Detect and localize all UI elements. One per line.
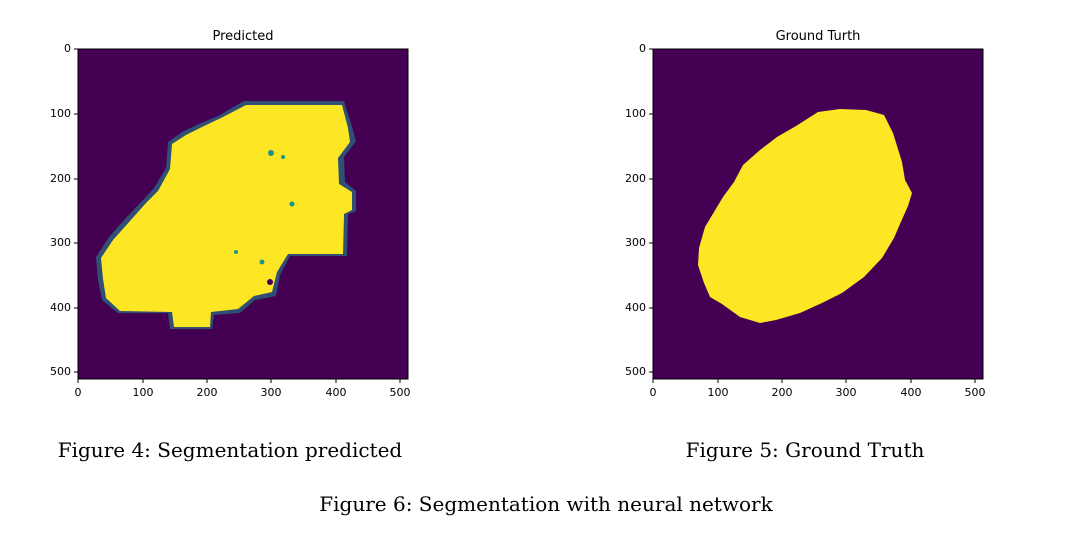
predicted-x-tick-label: 0	[74, 386, 82, 399]
predicted-x-tick-label: 400	[325, 386, 347, 399]
predicted-x-tick-label: 300	[260, 386, 282, 399]
predicted-y-tick-label: 200	[50, 172, 71, 185]
predicted-y-tick-marks	[74, 48, 78, 373]
predicted-mask	[101, 105, 352, 327]
predicted-speck	[267, 279, 273, 285]
predicted-figure-caption: Figure 4: Segmentation predicted	[57, 438, 403, 462]
predicted-speck	[268, 150, 274, 156]
ground-truth-y-tick-marks	[649, 48, 653, 373]
ground-truth-x-tick-label: 400	[900, 386, 922, 399]
ground-truth-y-tick-label: 200	[625, 172, 646, 185]
ground-truth-x-tick-marks	[652, 379, 976, 383]
predicted-axes-frame	[77, 48, 409, 380]
ground-truth-y-tick-label: 400	[625, 301, 646, 314]
predicted-plot-title: Predicted	[212, 29, 274, 44]
predicted-y-tick-label: 100	[50, 107, 71, 120]
main-figure-caption: Figure 6: Segmentation with neural netwo…	[319, 492, 773, 516]
ground-truth-figure-caption: Figure 5: Ground Truth	[685, 438, 925, 462]
predicted-speck	[259, 259, 265, 265]
ground-truth-x-tick-label: 100	[707, 386, 729, 399]
ground-truth-mask	[698, 109, 912, 323]
ground-truth-x-tick-label: 300	[835, 386, 857, 399]
predicted-x-tick-marks	[77, 379, 401, 383]
predicted-speck	[289, 201, 295, 207]
predicted-y-tick-label: 400	[50, 301, 71, 314]
ground-truth-y-tick-label: 100	[625, 107, 646, 120]
ground-truth-y-tick-label: 0	[639, 42, 646, 55]
predicted-y-tick-label: 300	[50, 236, 71, 249]
predicted-y-tick-label: 500	[50, 365, 71, 378]
ground-truth-x-tick-label: 200	[771, 386, 793, 399]
predicted-x-tick-label: 500	[389, 386, 411, 399]
predicted-speck	[281, 155, 285, 159]
ground-truth-y-tick-label: 300	[625, 236, 646, 249]
ground-truth-axes-frame	[652, 48, 984, 380]
ground-truth-x-tick-label: 500	[964, 386, 986, 399]
ground-truth-y-tick-label: 500	[625, 365, 646, 378]
predicted-x-tick-label: 100	[132, 386, 154, 399]
predicted-y-tick-label: 0	[64, 42, 71, 55]
ground-truth-plot-title: Ground Turth	[775, 29, 861, 44]
predicted-speck	[234, 250, 238, 254]
ground-truth-x-tick-label: 0	[649, 386, 657, 399]
predicted-x-tick-label: 200	[196, 386, 218, 399]
